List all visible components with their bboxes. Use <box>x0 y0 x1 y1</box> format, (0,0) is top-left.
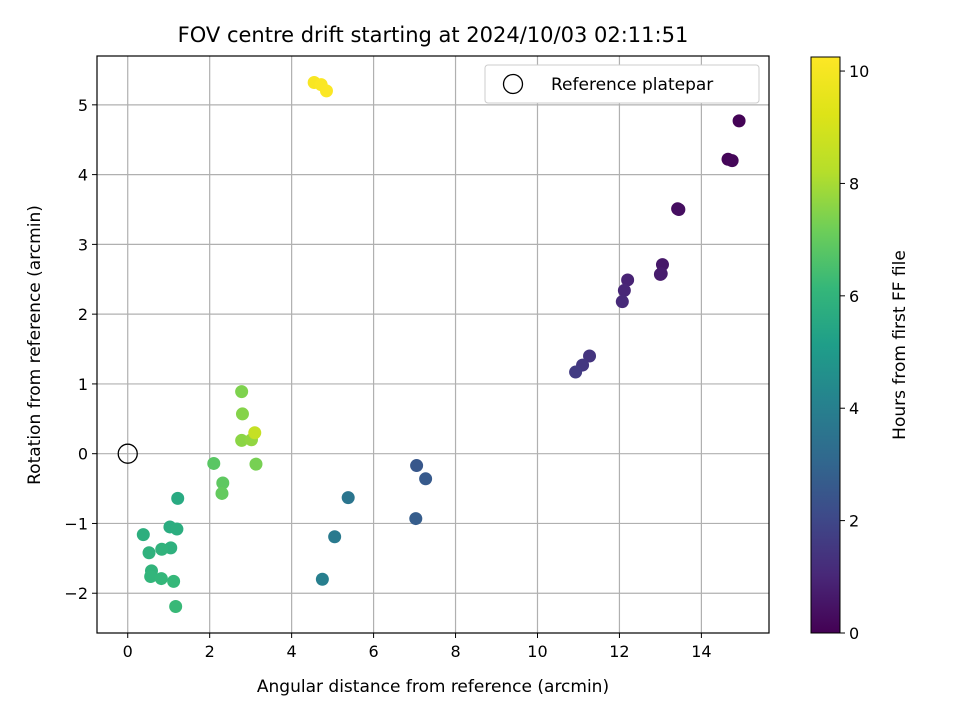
y-tick-label: −2 <box>64 584 88 603</box>
scatter-point <box>621 273 635 287</box>
scatter-point <box>419 472 433 486</box>
scatter-point <box>207 456 221 470</box>
x-tick-label: 0 <box>123 642 133 661</box>
colorbar-gradient <box>810 56 841 634</box>
colorbar-tick-label: 2 <box>849 512 859 531</box>
scatter-point <box>235 407 249 421</box>
legend-box <box>484 64 760 104</box>
colorbar-tick-label: 6 <box>849 287 859 306</box>
scatter-point <box>654 267 668 281</box>
scatter-point <box>136 528 150 542</box>
reference-platepar-marker <box>117 443 138 464</box>
colorbar-tick-label: 4 <box>849 399 859 418</box>
scatter-point <box>617 283 631 297</box>
scatter-point <box>672 202 686 216</box>
x-tick-label: 2 <box>205 642 215 661</box>
scatter-point <box>216 476 230 490</box>
y-tick-label: −1 <box>64 514 88 533</box>
colorbar-label: Hours from first FF file <box>890 250 910 440</box>
scatter-point <box>235 385 249 399</box>
scatter-point <box>328 530 342 544</box>
reference-marker-layer <box>117 443 138 464</box>
scatter-point <box>315 572 329 586</box>
scatter-point <box>725 154 739 168</box>
scatter-point <box>615 295 629 309</box>
x-tick-label: 12 <box>609 642 629 661</box>
colorbar: 0 2 4 6 8 10 Hours from first FF file <box>810 56 910 643</box>
x-tick-label: 8 <box>450 642 460 661</box>
scatter-point <box>144 569 158 583</box>
x-axis-ticks: 0 2 4 6 8 10 12 14 <box>123 633 712 661</box>
scatter-point <box>410 459 424 473</box>
scatter-point <box>235 433 249 447</box>
x-axis-label: Angular distance from reference (arcmin) <box>257 677 609 697</box>
scatter-point <box>341 491 355 505</box>
grid-lines <box>97 56 769 633</box>
scatter-point <box>155 542 169 556</box>
y-tick-label: 3 <box>78 235 88 254</box>
colorbar-tick-label: 0 <box>849 624 859 643</box>
scatter-point <box>170 522 184 536</box>
plot-frame <box>96 55 770 634</box>
chart-title: FOV centre drift starting at 2024/10/03 … <box>178 23 689 47</box>
scatter-point <box>249 457 263 471</box>
scatter-point <box>583 349 597 363</box>
scatter-point <box>169 599 183 613</box>
scatter-point <box>732 114 746 128</box>
y-axis-ticks: −2 −1 0 1 2 3 4 5 <box>64 96 97 603</box>
colorbar-tick-label: 10 <box>849 62 869 81</box>
legend-entry-reference: Reference platepar <box>551 75 713 95</box>
y-tick-label: 5 <box>78 96 88 115</box>
colorbar-ticks: 0 2 4 6 8 10 <box>840 62 869 643</box>
scatter-point <box>154 572 168 586</box>
x-tick-label: 6 <box>368 642 378 661</box>
x-tick-label: 10 <box>527 642 547 661</box>
colorbar-tick-label: 8 <box>849 174 859 193</box>
y-tick-label: 2 <box>78 305 88 324</box>
x-tick-label: 14 <box>691 642 711 661</box>
scatter-point <box>167 574 181 588</box>
legend: Reference platepar <box>484 64 760 104</box>
x-tick-label: 4 <box>287 642 297 661</box>
scatter-point <box>171 491 185 505</box>
scatter-point <box>409 512 423 526</box>
scatter-point <box>248 426 262 440</box>
y-tick-label: 0 <box>78 445 88 464</box>
scatter-point <box>319 84 333 98</box>
scatter-point <box>215 486 229 500</box>
scatter-point <box>142 546 156 560</box>
y-tick-label: 1 <box>78 375 88 394</box>
legend-marker-reference <box>502 73 524 95</box>
data-points <box>136 76 746 613</box>
y-axis-label: Rotation from reference (arcmin) <box>25 205 45 485</box>
y-tick-label: 4 <box>78 166 88 185</box>
scatter-point <box>569 365 583 379</box>
